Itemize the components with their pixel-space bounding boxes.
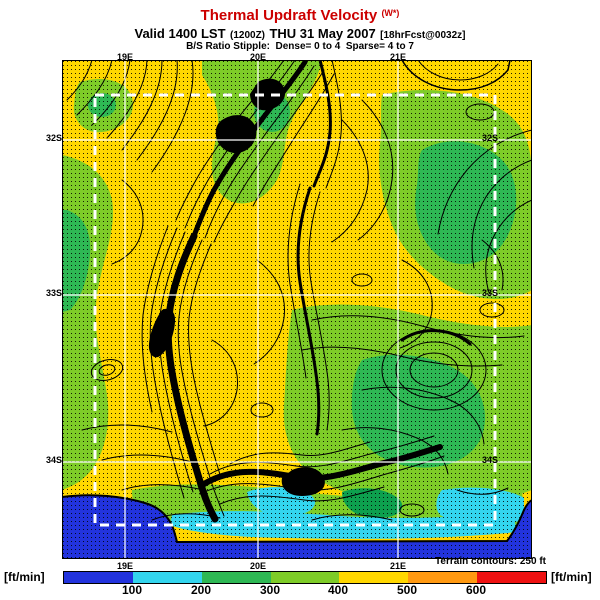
valid-time: Valid 1400 LST <box>134 26 226 41</box>
lat-label-right-32s: 32S <box>482 133 499 143</box>
stipple-legend-line: B/S Ratio Stipple: Dense= 0 to 4 Sparse=… <box>186 41 414 52</box>
colorbar-segment <box>64 572 133 583</box>
title-unit: (W*) <box>381 8 400 18</box>
lat-label-right-34s: 34S <box>482 455 499 465</box>
lon-label-top-20e: 20E <box>249 52 266 62</box>
colorbar-segment <box>132 572 202 583</box>
colorbar-segment <box>201 572 271 583</box>
colorbar-tick-500: 500 <box>396 583 418 597</box>
lat-label-right-33s: 33S <box>482 288 499 298</box>
contour-knots <box>148 78 325 496</box>
terrain-value: 250 ft <box>519 556 546 567</box>
map-border <box>62 60 532 559</box>
latlon-grid-lines <box>62 60 532 559</box>
valid-zulu: (1200Z) <box>230 30 266 41</box>
coastline <box>61 494 533 544</box>
map-frame <box>61 58 533 559</box>
colorbar-row: [ft/min] [ft/min] 100 200 300 400 500 60… <box>0 570 600 600</box>
colorbar-segment <box>339 572 409 583</box>
units-label-right: [ft/min] <box>551 570 592 584</box>
valid-time-line: Valid 1400 LST (1200Z) THU 31 May 2007 [… <box>0 25 600 43</box>
units-label-left: [ft/min] <box>4 570 45 584</box>
terrain-contours-note: Terrain contours: 250 ft <box>410 556 546 567</box>
colorbar-tick-400: 400 <box>327 583 349 597</box>
lon-label-top-19e: 19E <box>116 52 133 62</box>
colorbar-tick-100: 100 <box>121 583 143 597</box>
colorbar-segment <box>408 572 478 583</box>
map-svg <box>61 58 533 559</box>
colorbar-tick-600: 600 <box>465 583 487 597</box>
lon-label-bottom-20e: 20E <box>249 561 266 571</box>
lon-label-bottom-19e: 19E <box>116 561 133 571</box>
valid-date: THU 31 May 2007 <box>269 26 376 41</box>
colorbar-tick-300: 300 <box>259 583 281 597</box>
terrain-label: Terrain contours: <box>435 556 518 567</box>
colorbar-tick-200: 200 <box>190 583 212 597</box>
colorbar-segment <box>270 572 340 583</box>
forecast-issue: [18hrFcst@0032z] <box>380 30 466 41</box>
terrain-contours-layer <box>66 58 533 523</box>
lon-label-bottom-21e: 21E <box>389 561 406 571</box>
lat-label-left-34s: 34S <box>45 455 62 465</box>
colorbar-segments <box>63 571 547 584</box>
lat-label-left-33s: 33S <box>45 288 62 298</box>
page-title: Thermal Updraft Velocity (W*) <box>0 7 600 24</box>
title-text: Thermal Updraft Velocity <box>200 7 378 24</box>
lon-label-top-21e: 21E <box>389 52 406 62</box>
colorbar-segment <box>477 572 547 583</box>
domain-dashed-box <box>93 93 497 527</box>
lat-label-left-32s: 32S <box>45 133 62 143</box>
